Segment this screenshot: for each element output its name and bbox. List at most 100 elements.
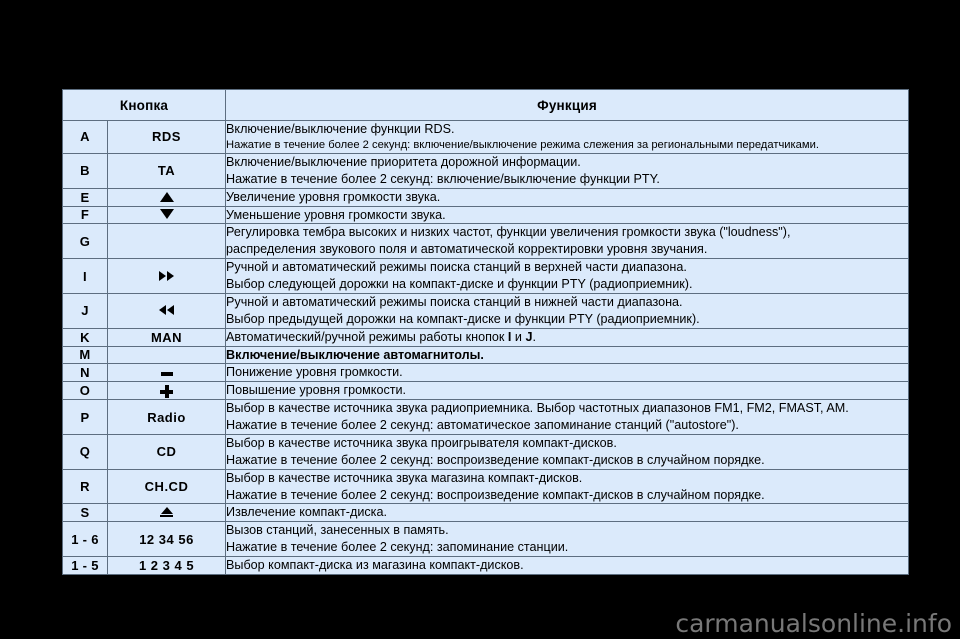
table-row: E Увеличение уровня громкости звука. bbox=[62, 187, 910, 207]
row-key-label: 1 - 5 bbox=[62, 556, 108, 575]
function-line-secondary: Нажатие в течение более 2 секунд: автома… bbox=[226, 418, 739, 432]
row-function-description: Регулировка тембра высоких и низких част… bbox=[225, 223, 910, 260]
row-function-description: Понижение уровня громкости. bbox=[225, 363, 910, 383]
row-key-label: F bbox=[62, 205, 108, 225]
row-key-label: N bbox=[62, 363, 108, 383]
table-row: A RDS Включение/выключение функции RDS. Наж… bbox=[62, 120, 910, 154]
row-button-label: TA bbox=[106, 152, 227, 189]
function-line-secondary: Выбор следующей дорожки на компакт-диске… bbox=[226, 277, 693, 291]
row-button-label bbox=[106, 345, 227, 365]
table-row: R CH.CD Выбор в качестве источника звука м… bbox=[62, 468, 910, 505]
site-watermark: carmanualsonline.info bbox=[675, 609, 952, 638]
row-key-label: M bbox=[62, 345, 108, 365]
row-button-label bbox=[106, 363, 227, 383]
function-line-primary: Выбор компакт-диска из магазина компакт-… bbox=[226, 558, 524, 572]
row-function-description: Выбор в качестве источника звука магазин… bbox=[225, 468, 910, 505]
row-function-description: Включение/выключение функции RDS. Нажатие… bbox=[225, 120, 910, 154]
table-row: N Понижение уровня громкости. bbox=[62, 363, 910, 383]
row-button-label: CH.CD bbox=[106, 468, 227, 505]
function-line-primary: Уменьшение уровня громкости звука. bbox=[226, 207, 446, 222]
minus-icon bbox=[160, 372, 173, 376]
function-line-primary: Извлечение компакт-диска. bbox=[226, 505, 387, 520]
row-function-description: Ручной и автоматический режимы поиска ст… bbox=[225, 292, 910, 329]
row-button-label: Radio bbox=[106, 399, 227, 435]
row-key-label: P bbox=[62, 399, 108, 435]
function-line-primary: Повышение уровня громкости. bbox=[226, 383, 407, 398]
volume-down-arrow-icon bbox=[159, 209, 174, 220]
function-line-primary: Включение/выключение автомагнитолы. bbox=[226, 347, 484, 362]
row-function-description: Выбор в качестве источника звука проигры… bbox=[225, 433, 910, 470]
volume-up-arrow-icon bbox=[159, 191, 174, 202]
rewind-icon bbox=[159, 305, 174, 316]
row-button-label: 1 2 3 4 5 bbox=[106, 556, 227, 575]
row-function-description: Уменьшение уровня громкости звука. bbox=[225, 205, 910, 225]
table-row: P Radio Выбор в качестве источника звука р… bbox=[62, 399, 910, 435]
row-key-label: J bbox=[62, 292, 108, 329]
row-button-label bbox=[106, 258, 227, 294]
function-line-secondary: Нажатие в течение более 2 секунд: запоми… bbox=[226, 540, 569, 555]
table-header: Кнопка Функция bbox=[61, 89, 910, 121]
row-function-description: Выбор компакт-диска из магазина компакт-… bbox=[225, 556, 910, 575]
row-function-description: Увеличение уровня громкости звука. bbox=[225, 187, 910, 207]
table-row: B TA Включение/выключение приоритета дорож… bbox=[62, 152, 910, 189]
plus-icon bbox=[160, 385, 173, 399]
row-key-label: R bbox=[62, 468, 108, 505]
function-line-primary: Включение/выключение функции RDS. bbox=[226, 122, 455, 136]
column-header-function: Функция bbox=[225, 89, 910, 121]
row-key-label: O bbox=[62, 381, 108, 401]
table-row: Q CD Выбор в качестве источника звука прои… bbox=[62, 433, 910, 470]
table-row: M Включение/выключение автомагнитолы. bbox=[62, 345, 910, 365]
audio-controls-table: Кнопка Функция A RDS Включение/выключение … bbox=[61, 89, 910, 575]
row-button-label: RDS bbox=[106, 120, 227, 154]
function-line-secondary: распределения звукового поля и автоматич… bbox=[226, 242, 708, 257]
row-function-description: Включение/выключение автомагнитолы. bbox=[225, 345, 910, 365]
row-key-label: G bbox=[62, 223, 108, 260]
row-key-label: I bbox=[62, 258, 108, 294]
row-function-description: Автоматический/ручной режимы работы кноп… bbox=[225, 327, 910, 347]
row-key-label: 1 - 6 bbox=[62, 521, 108, 557]
row-key-label: K bbox=[62, 327, 108, 347]
eject-icon bbox=[160, 506, 173, 518]
function-line-primary: Выбор в качестве источника звука магазин… bbox=[226, 470, 583, 485]
row-key-label: Q bbox=[62, 433, 108, 470]
row-button-label: 12 34 56 bbox=[106, 521, 227, 557]
function-line-secondary: Нажатие в течение более 2 секунд: воспро… bbox=[226, 452, 765, 467]
row-function-description: Включение/выключение приоритета дорожной… bbox=[225, 152, 910, 189]
table-row: F Уменьшение уровня громкости звука. bbox=[62, 205, 910, 225]
table-row: G Регулировка тембра высоких и низких час… bbox=[62, 223, 910, 260]
row-function-description: Ручной и автоматический режимы поиска ст… bbox=[225, 258, 910, 294]
function-line-primary: Ручной и автоматический режимы поиска ст… bbox=[226, 294, 683, 309]
function-line-primary: Автоматический/ручной режимы работы кноп… bbox=[226, 329, 536, 344]
function-line-primary: Ручной и автоматический режимы поиска ст… bbox=[226, 260, 687, 275]
function-line-primary: Включение/выключение приоритета дорожной… bbox=[226, 154, 581, 169]
row-button-label bbox=[106, 503, 227, 523]
row-function-description: Извлечение компакт-диска. bbox=[225, 503, 910, 523]
function-line-primary: Вызов станций, занесенных в память. bbox=[226, 523, 449, 538]
inline-emphasis: J bbox=[525, 329, 533, 344]
row-button-label bbox=[106, 292, 227, 329]
function-line-primary: Выбор в качестве источника звука проигры… bbox=[226, 435, 617, 450]
function-line-secondary: Выбор предыдущей дорожки на компакт-диск… bbox=[226, 311, 700, 326]
function-line-primary: Понижение уровня громкости. bbox=[226, 365, 403, 380]
audio-controls-table-container: Кнопка Функция A RDS Включение/выключение … bbox=[61, 89, 910, 575]
row-function-description: Вызов станций, занесенных в память. Нажат… bbox=[225, 521, 910, 557]
table-body: A RDS Включение/выключение функции RDS. Наж… bbox=[62, 120, 910, 575]
row-button-label: MAN bbox=[106, 327, 227, 347]
row-function-description: Повышение уровня громкости. bbox=[225, 381, 910, 401]
function-line-secondary: Нажатие в течение более 2 секунд: включе… bbox=[226, 171, 660, 186]
function-line-primary: Выбор в качестве источника звука радиопр… bbox=[226, 401, 849, 416]
row-key-label: S bbox=[62, 503, 108, 523]
column-header-button: Кнопка bbox=[61, 89, 227, 121]
row-button-label bbox=[106, 381, 227, 401]
table-row: I Ручной и автоматический режимы поиска с… bbox=[62, 258, 910, 294]
row-key-label: B bbox=[62, 152, 108, 189]
table-header-row: Кнопка Функция bbox=[61, 89, 910, 121]
fast-forward-icon bbox=[159, 270, 174, 281]
row-button-label: CD bbox=[106, 433, 227, 470]
row-button-label bbox=[106, 187, 227, 207]
inline-emphasis: I bbox=[507, 329, 512, 344]
table-row: 1 - 6 12 34 56 Вызов станций, занесенных в… bbox=[62, 521, 910, 557]
table-row: S Извлечение компакт-диска. bbox=[62, 503, 910, 523]
